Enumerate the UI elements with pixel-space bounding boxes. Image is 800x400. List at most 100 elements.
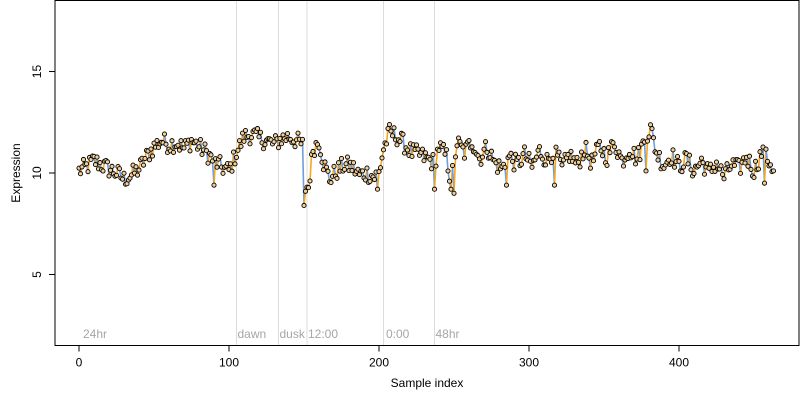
data-point (325, 168, 331, 174)
data-point (181, 145, 187, 151)
data-point (409, 153, 415, 160)
data-point (140, 162, 147, 168)
data-point (109, 163, 115, 169)
data-point (731, 162, 738, 168)
data-point (611, 144, 618, 150)
data-point (482, 139, 489, 145)
series-segment (213, 157, 217, 186)
x-tick-label: 200 (369, 356, 389, 370)
data-point (85, 169, 91, 175)
data-point (440, 141, 447, 148)
data-point (331, 163, 337, 170)
data-point (575, 159, 582, 165)
data-point (217, 154, 223, 160)
data-point (565, 151, 571, 158)
data-point (242, 127, 249, 134)
data-point (655, 157, 661, 163)
data-point (691, 171, 697, 177)
data-point (211, 182, 217, 188)
data-point (635, 144, 642, 151)
data-point (335, 160, 342, 166)
data-point (551, 182, 558, 188)
data-point (377, 165, 384, 171)
data-point (134, 172, 141, 178)
data-point (229, 168, 235, 174)
data-point (232, 161, 238, 167)
data-point (644, 138, 651, 144)
data-point (601, 146, 607, 152)
data-point (686, 152, 693, 158)
data-point (379, 155, 385, 161)
data-point (187, 148, 193, 154)
axes: 0 100 200 300 400 5 10 15 (30, 65, 689, 370)
data-point (310, 148, 316, 155)
data-point (175, 142, 181, 148)
series-segment (453, 156, 457, 195)
data-point (448, 186, 454, 192)
y-tick-label: 15 (30, 65, 44, 79)
data-point (278, 141, 285, 147)
data-point (688, 167, 694, 173)
data-point (737, 170, 744, 176)
data-point (262, 142, 268, 148)
data-point (94, 154, 100, 160)
data-point (116, 166, 123, 172)
data-point (586, 155, 592, 161)
data-point (539, 156, 546, 162)
data-point (674, 153, 681, 160)
y-tick-label: 5 (30, 271, 44, 278)
data-point (149, 153, 156, 159)
data-point (305, 185, 312, 191)
data-point (509, 158, 516, 164)
data-point (559, 162, 565, 168)
data-point (316, 145, 322, 151)
data-point (466, 138, 472, 144)
data-point (746, 153, 753, 159)
data-point (656, 150, 663, 156)
data-point (742, 160, 748, 166)
series-segment (376, 170, 380, 191)
event-label: 24hr (83, 327, 107, 341)
data-point (197, 136, 204, 143)
data-point (230, 149, 237, 155)
data-point (202, 141, 208, 147)
data-point (701, 171, 708, 177)
data-point (341, 166, 348, 173)
data-point (323, 164, 330, 170)
data-point (113, 172, 120, 178)
data-point (670, 147, 676, 153)
data-point (233, 154, 240, 160)
data-point (443, 147, 450, 153)
data-point (371, 176, 378, 183)
data-point (511, 167, 517, 173)
data-point (419, 146, 426, 152)
data-point (298, 141, 304, 147)
event-label: dawn (238, 327, 267, 341)
data-point (526, 150, 532, 156)
data-point (508, 150, 514, 156)
event-label: dusk (280, 327, 306, 341)
data-point (604, 162, 610, 168)
data-point (397, 139, 403, 145)
data-point (307, 178, 313, 184)
series-segment (553, 146, 557, 186)
data-point (299, 136, 306, 142)
series-segment (402, 133, 406, 154)
data-point (710, 164, 717, 170)
data-point (592, 151, 598, 157)
data-point (92, 162, 99, 168)
data-point (77, 171, 84, 177)
data-point (679, 169, 685, 175)
data-point (389, 133, 396, 139)
data-point (671, 164, 678, 170)
data-point (631, 145, 637, 151)
data-point (751, 174, 757, 181)
data-point (719, 171, 726, 178)
data-point (460, 144, 466, 150)
data-point (161, 131, 168, 137)
data-point (427, 156, 433, 162)
data-point (208, 152, 214, 158)
data-point (401, 150, 408, 156)
x-axis-label: Sample index (391, 376, 464, 390)
